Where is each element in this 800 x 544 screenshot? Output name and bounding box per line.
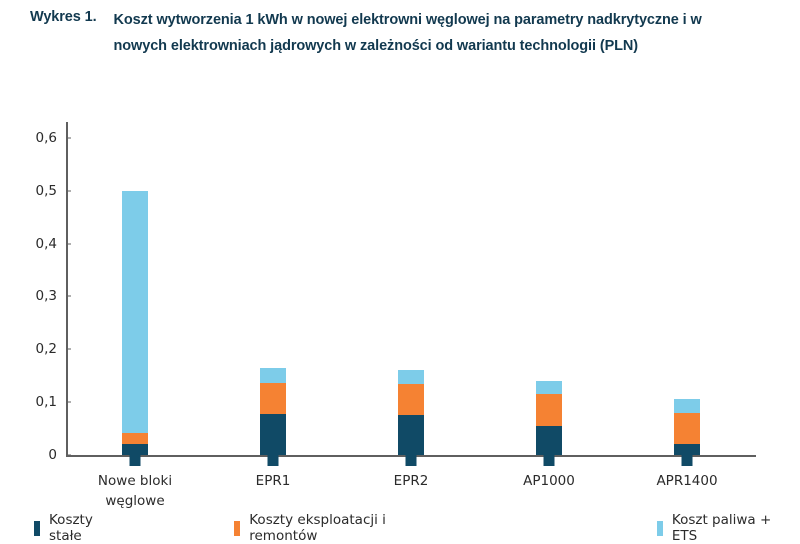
bar-segment[interactable] <box>536 425 562 455</box>
legend-item[interactable]: Koszty eksploatacji i remontów <box>234 512 457 544</box>
x-axis-tick-mark <box>267 455 279 466</box>
bar-slot <box>204 122 342 455</box>
bar-segment[interactable] <box>398 369 424 385</box>
bar-slot <box>480 122 618 455</box>
chart-container: 0 0,1 0,2 0,3 0,4 0,5 0,6 Nowe bloki węglowe EP… <box>0 100 800 509</box>
bar-segment[interactable] <box>674 399 700 413</box>
y-axis-tick-mark <box>66 348 71 350</box>
legend-swatch-icon <box>656 520 663 536</box>
y-axis-tick-label: 0,1 <box>35 394 57 411</box>
bar-segment[interactable] <box>122 190 148 433</box>
x-axis-tick-mark <box>543 455 555 466</box>
y-axis-tick-label: 0,2 <box>35 341 57 358</box>
plot-area: 0 0,1 0,2 0,3 0,4 0,5 0,6 <box>36 122 766 463</box>
x-axis-labels: Nowe bloki węglowe EPR1 EPR2 AP1000 APR1400 <box>66 472 756 520</box>
y-axis-tick-label: 0,6 <box>35 129 57 146</box>
y-axis-tick-label: 0,3 <box>35 288 57 305</box>
bar-segment[interactable] <box>260 367 286 383</box>
stacked-bar[interactable] <box>536 381 562 455</box>
y-axis-tick-mark <box>66 401 71 403</box>
bar-segment[interactable] <box>122 444 148 455</box>
x-axis-tick-mark <box>681 455 693 466</box>
x-axis-tick-label: AP1000 <box>523 473 575 489</box>
x-axis-tick-label: Nowe bloki węglowe <box>97 473 173 509</box>
legend-label: Koszty eksploatacji i remontów <box>249 512 386 544</box>
stacked-bar[interactable] <box>398 369 424 455</box>
bar-segment[interactable] <box>398 414 424 455</box>
y-axis-tick-mark <box>66 454 71 456</box>
bar-segment[interactable] <box>122 432 148 445</box>
y-axis-tick-label: 0 <box>48 447 57 463</box>
chart-legend: Koszty stałe Koszty eksploatacji i remont… <box>34 512 800 544</box>
bar-segment[interactable] <box>260 413 286 455</box>
page-title: Koszt wytworzenia 1 kWh w nowej elektrow… <box>113 12 702 54</box>
legend-swatch-icon <box>34 520 40 536</box>
y-axis-tick-label: 0,4 <box>35 235 57 252</box>
chart-number-label: Wykres 1. <box>30 9 97 25</box>
y-axis-tick-mark <box>66 295 71 297</box>
x-axis-tick-mark <box>129 455 141 466</box>
x-axis-tick-label: APR1400 <box>656 473 718 489</box>
chart-title-block: Wykres 1. Koszt wytworzenia 1 kWh w nowe… <box>0 0 800 60</box>
legend-label: Koszt paliwa + ETS <box>671 512 772 544</box>
bar-slot <box>618 122 756 455</box>
bar-slot <box>342 122 480 455</box>
bar-segment[interactable] <box>536 394 562 426</box>
legend-item[interactable]: Koszty stałe <box>34 512 129 544</box>
bar-segment[interactable] <box>674 443 700 455</box>
bar-segment[interactable] <box>260 382 286 414</box>
x-axis-tick-mark <box>405 455 417 466</box>
legend-item[interactable]: Koszt paliwa + ETS <box>656 512 800 544</box>
y-axis-tick-label: 0,5 <box>35 182 57 199</box>
y-axis-tick-mark <box>66 190 71 192</box>
stacked-bar[interactable] <box>674 399 700 455</box>
stacked-bar[interactable] <box>260 367 286 455</box>
bar-segment[interactable] <box>674 412 700 444</box>
bar-group <box>66 122 756 455</box>
y-axis-line <box>66 122 68 456</box>
bar-segment[interactable] <box>398 384 424 415</box>
y-axis-tick-mark <box>66 137 71 139</box>
x-axis-tick-label: EPR1 <box>255 473 291 489</box>
legend-label: Koszty stałe <box>49 512 93 544</box>
y-axis-tick-mark <box>66 243 71 245</box>
bar-slot <box>66 122 204 455</box>
x-axis-tick-label: EPR2 <box>393 473 429 489</box>
bar-segment[interactable] <box>536 381 562 395</box>
stacked-bar[interactable] <box>122 190 148 455</box>
legend-swatch-icon <box>234 520 241 536</box>
